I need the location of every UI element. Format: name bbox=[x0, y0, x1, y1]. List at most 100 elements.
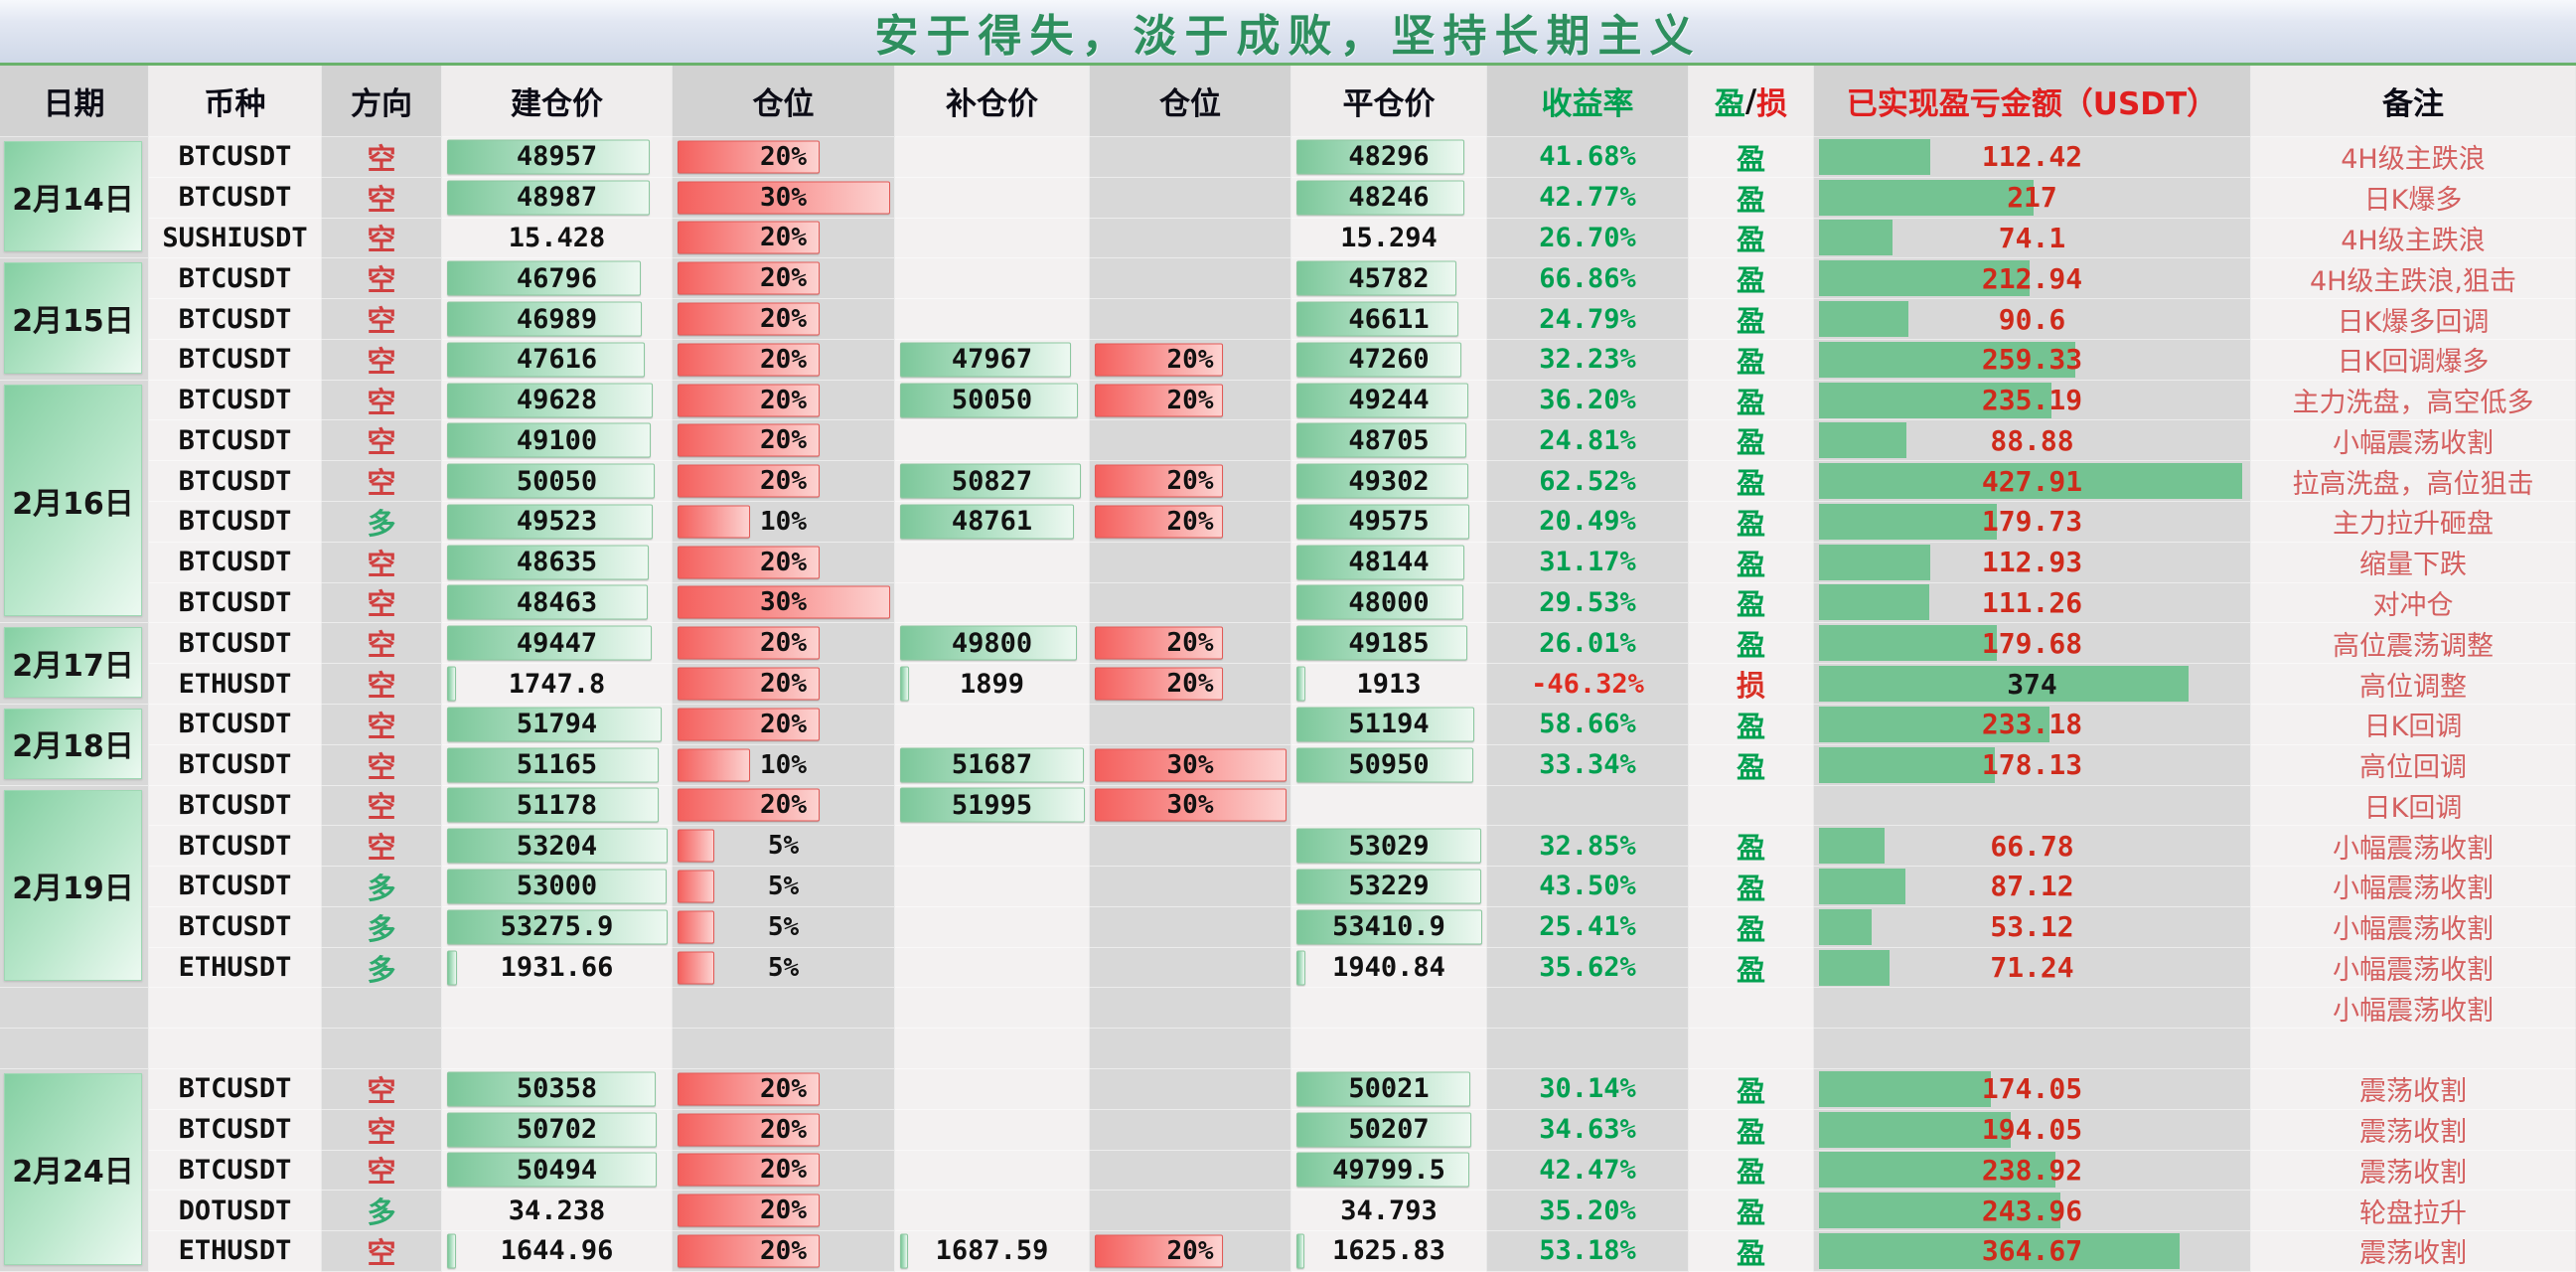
cell-roi[interactable]: 26.01% bbox=[1487, 623, 1689, 665]
col-header-pl[interactable]: 盈 / 损 bbox=[1689, 66, 1814, 137]
cell-roi[interactable]: 35.20% bbox=[1487, 1191, 1689, 1232]
cell-amount[interactable]: 111.26 bbox=[1814, 582, 2251, 624]
col-header-note[interactable]: 备注 bbox=[2251, 66, 2576, 137]
cell-symbol[interactable]: BTCUSDT bbox=[149, 867, 322, 907]
cell-note[interactable]: 小幅震荡收割 bbox=[2251, 867, 2576, 907]
col-header-roi[interactable]: 收益率 bbox=[1487, 66, 1689, 137]
cell-position[interactable] bbox=[673, 1029, 895, 1069]
cell-symbol[interactable]: BTCUSDT bbox=[149, 1109, 322, 1151]
cell-pl[interactable]: 盈 bbox=[1689, 1191, 1814, 1232]
cell-note[interactable]: 小幅震荡收割 bbox=[2251, 947, 2576, 989]
cell-close-price[interactable]: 47260 bbox=[1291, 339, 1487, 381]
cell-add-price[interactable] bbox=[895, 704, 1090, 745]
cell-roi[interactable] bbox=[1487, 785, 1689, 827]
cell-direction[interactable]: 空 bbox=[322, 420, 442, 462]
cell-position-2[interactable] bbox=[1090, 947, 1291, 989]
cell-note[interactable]: 拉高洗盘，高位狙击 bbox=[2251, 461, 2576, 503]
cell-close-price[interactable]: 49244 bbox=[1291, 380, 1487, 421]
cell-pl[interactable]: 盈 bbox=[1689, 582, 1814, 624]
cell-position[interactable]: 20% bbox=[673, 137, 895, 178]
cell-close-price[interactable]: 48144 bbox=[1291, 542, 1487, 583]
cell-roi[interactable]: 24.79% bbox=[1487, 299, 1689, 340]
cell-symbol[interactable]: BTCUSDT bbox=[149, 582, 322, 624]
cell-roi[interactable]: 43.50% bbox=[1487, 867, 1689, 907]
cell-position[interactable]: 20% bbox=[673, 1231, 895, 1272]
cell-position-2[interactable]: 30% bbox=[1090, 744, 1291, 786]
cell-add-price[interactable] bbox=[895, 1029, 1090, 1069]
cell-add-price[interactable]: 50050 bbox=[895, 380, 1090, 421]
cell-close-price[interactable]: 1940.84 bbox=[1291, 947, 1487, 989]
cell-entry-price[interactable]: 50358 bbox=[442, 1068, 673, 1110]
cell-position[interactable]: 20% bbox=[673, 623, 895, 665]
cell-entry-price[interactable]: 34.238 bbox=[442, 1191, 673, 1232]
cell-position[interactable]: 20% bbox=[673, 420, 895, 462]
cell-position[interactable]: 20% bbox=[673, 218, 895, 259]
cell-pl[interactable]: 盈 bbox=[1689, 906, 1814, 948]
cell-add-price[interactable]: 47967 bbox=[895, 339, 1090, 381]
cell-position-2[interactable] bbox=[1090, 704, 1291, 745]
cell-symbol[interactable]: BTCUSDT bbox=[149, 502, 322, 543]
cell-pl[interactable]: 盈 bbox=[1689, 502, 1814, 543]
cell-entry-price[interactable]: 46796 bbox=[442, 258, 673, 300]
cell-roi[interactable]: 31.17% bbox=[1487, 542, 1689, 583]
cell-close-price[interactable]: 1913 bbox=[1291, 664, 1487, 705]
cell-roi[interactable]: 62.52% bbox=[1487, 461, 1689, 503]
cell-direction[interactable]: 空 bbox=[322, 299, 442, 340]
cell-amount[interactable] bbox=[1814, 1029, 2251, 1069]
cell-symbol[interactable]: BTCUSDT bbox=[149, 258, 322, 300]
cell-position[interactable]: 5% bbox=[673, 947, 895, 989]
cell-entry-price[interactable]: 49523 bbox=[442, 502, 673, 543]
cell-position-2[interactable] bbox=[1090, 1029, 1291, 1069]
col-header-direction[interactable]: 方向 bbox=[322, 66, 442, 137]
cell-close-price[interactable]: 53410.9 bbox=[1291, 906, 1487, 948]
cell-note[interactable]: 轮盘拉升 bbox=[2251, 1191, 2576, 1232]
cell-position[interactable]: 20% bbox=[673, 461, 895, 503]
cell-direction[interactable]: 空 bbox=[322, 380, 442, 421]
cell-add-price[interactable] bbox=[895, 177, 1090, 219]
cell-close-price[interactable]: 15.294 bbox=[1291, 218, 1487, 259]
cell-amount[interactable]: 194.05 bbox=[1814, 1109, 2251, 1151]
cell-symbol[interactable]: BTCUSDT bbox=[149, 420, 322, 462]
cell-position-2[interactable] bbox=[1090, 177, 1291, 219]
cell-close-price[interactable]: 48296 bbox=[1291, 137, 1487, 178]
cell-close-price[interactable]: 49185 bbox=[1291, 623, 1487, 665]
cell-entry-price[interactable]: 50702 bbox=[442, 1109, 673, 1151]
cell-direction[interactable]: 多 bbox=[322, 947, 442, 989]
cell-position[interactable]: 20% bbox=[673, 542, 895, 583]
cell-roi[interactable]: -46.32% bbox=[1487, 664, 1689, 705]
cell-position-2[interactable] bbox=[1090, 542, 1291, 583]
cell-position-2[interactable] bbox=[1090, 826, 1291, 868]
cell-entry-price[interactable]: 1747.8 bbox=[442, 664, 673, 705]
cell-note[interactable]: 震荡收割 bbox=[2251, 1231, 2576, 1272]
cell-entry-price[interactable]: 49447 bbox=[442, 623, 673, 665]
cell-direction[interactable]: 空 bbox=[322, 664, 442, 705]
cell-position[interactable]: 20% bbox=[673, 1109, 895, 1151]
col-header-close-price[interactable]: 平仓价 bbox=[1291, 66, 1487, 137]
cell-position[interactable]: 5% bbox=[673, 906, 895, 948]
cell-position-2[interactable] bbox=[1090, 258, 1291, 300]
cell-symbol[interactable]: BTCUSDT bbox=[149, 137, 322, 178]
cell-add-price[interactable] bbox=[895, 258, 1090, 300]
cell-position[interactable]: 30% bbox=[673, 582, 895, 624]
cell-pl[interactable]: 损 bbox=[1689, 664, 1814, 705]
cell-position[interactable]: 5% bbox=[673, 826, 895, 868]
cell-direction[interactable]: 多 bbox=[322, 1191, 442, 1232]
cell-roi[interactable]: 32.23% bbox=[1487, 339, 1689, 381]
cell-pl[interactable] bbox=[1689, 1029, 1814, 1069]
cell-pl[interactable]: 盈 bbox=[1689, 542, 1814, 583]
cell-roi[interactable]: 41.68% bbox=[1487, 137, 1689, 178]
cell-close-price[interactable]: 1625.83 bbox=[1291, 1231, 1487, 1272]
cell-amount[interactable]: 259.33 bbox=[1814, 339, 2251, 381]
cell-close-price[interactable]: 50021 bbox=[1291, 1068, 1487, 1110]
cell-entry-price[interactable]: 1644.96 bbox=[442, 1231, 673, 1272]
cell-pl[interactable]: 盈 bbox=[1689, 623, 1814, 665]
cell-pl[interactable]: 盈 bbox=[1689, 461, 1814, 503]
cell-roi[interactable]: 58.66% bbox=[1487, 704, 1689, 745]
cell-pl[interactable] bbox=[1689, 785, 1814, 827]
cell-note[interactable]: 4H级主跌浪 bbox=[2251, 137, 2576, 178]
cell-position[interactable]: 20% bbox=[673, 258, 895, 300]
cell-note[interactable]: 缩量下跌 bbox=[2251, 542, 2576, 583]
cell-close-price[interactable]: 48246 bbox=[1291, 177, 1487, 219]
cell-position-2[interactable] bbox=[1090, 582, 1291, 624]
cell-pl[interactable]: 盈 bbox=[1689, 947, 1814, 989]
